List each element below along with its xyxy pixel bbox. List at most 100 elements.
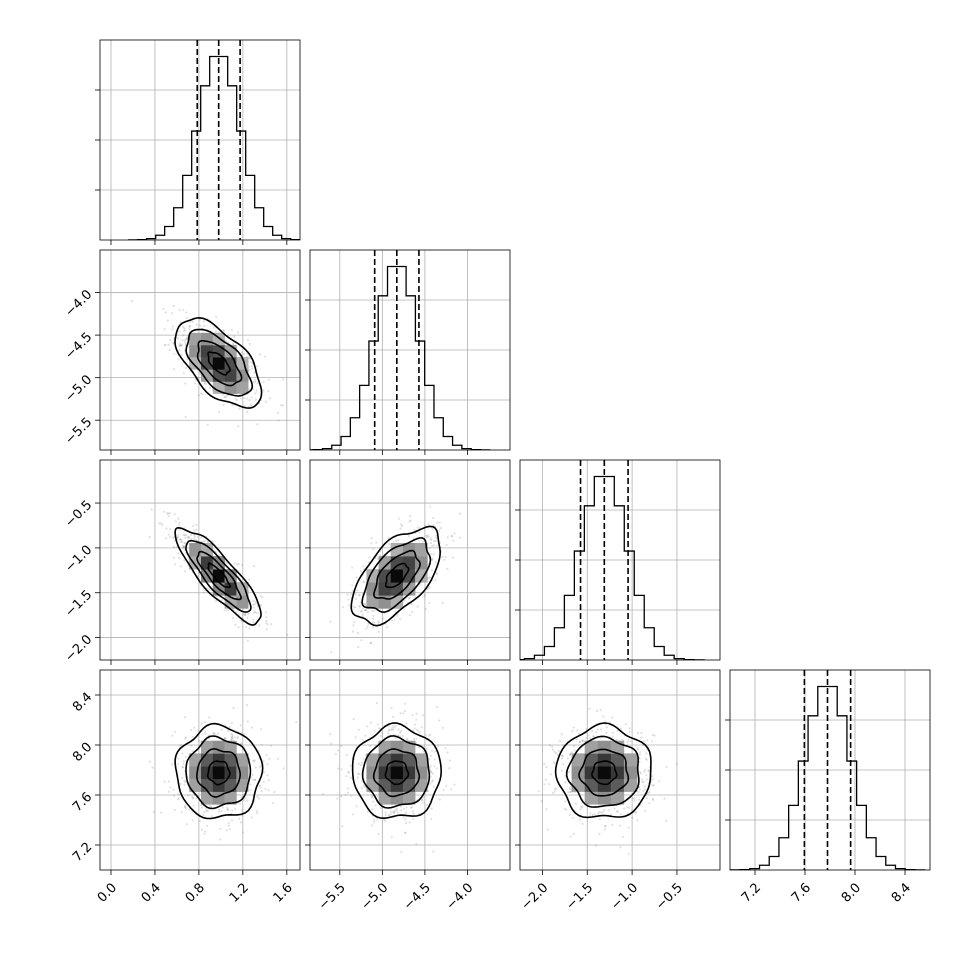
sample-point [191, 750, 194, 753]
density-cell [201, 357, 214, 370]
sample-point [675, 763, 678, 766]
density-cell [378, 778, 392, 792]
sample-point [352, 717, 355, 721]
sample-point [609, 813, 612, 816]
sample-point [184, 542, 187, 545]
sample-point [258, 784, 261, 788]
sample-point [168, 348, 171, 352]
xtick-label-0-1: 0.4 [139, 880, 164, 905]
sample-point [321, 793, 324, 796]
density-cell [610, 766, 625, 780]
sample-point [210, 805, 213, 809]
sample-point [232, 343, 235, 346]
sample-point [600, 811, 603, 814]
sample-point [361, 761, 364, 764]
sample-point [596, 728, 599, 731]
sample-point [152, 811, 155, 814]
sample-point [267, 779, 271, 782]
density-cell [597, 740, 612, 754]
sample-point [346, 593, 349, 596]
panel-content-3-1 [310, 670, 510, 870]
sample-point [236, 737, 239, 740]
density-cell [584, 791, 599, 805]
sample-point [593, 813, 596, 816]
sample-point [643, 788, 647, 791]
sample-point [393, 726, 396, 729]
sample-point [404, 831, 407, 834]
sample-point [268, 757, 271, 761]
density-cell [366, 595, 379, 609]
sample-point [646, 739, 649, 742]
sample-point [225, 829, 228, 832]
sample-point [585, 737, 588, 740]
sample-point [181, 766, 184, 769]
sample-point [254, 601, 257, 604]
sample-point [645, 758, 648, 761]
sample-point [178, 521, 181, 524]
sample-point [176, 536, 179, 539]
sample-point [254, 392, 257, 395]
sample-point [423, 593, 427, 597]
sample-point [186, 535, 189, 538]
sample-point [569, 790, 573, 794]
sample-point [215, 315, 218, 318]
density-cell [224, 766, 237, 780]
sample-point [231, 736, 234, 739]
sample-point [430, 771, 433, 774]
sample-point [208, 386, 212, 389]
sample-point [442, 789, 445, 792]
sample-point [167, 533, 170, 536]
sample-point [255, 389, 258, 392]
panel-content-0-0 [100, 40, 300, 240]
sample-point [451, 556, 454, 559]
sample-point [250, 367, 254, 370]
sample-point [262, 780, 265, 784]
sample-point [359, 601, 362, 604]
sample-point [245, 352, 249, 355]
sample-point [432, 553, 435, 556]
sample-point [246, 720, 249, 723]
sample-point [184, 755, 187, 758]
sample-point [250, 396, 253, 399]
sample-point [603, 828, 606, 831]
sample-point [619, 824, 622, 827]
sample-point [369, 642, 373, 645]
sample-point [371, 808, 374, 811]
sample-point [376, 557, 379, 560]
sample-point [387, 729, 390, 732]
density-cell [378, 569, 392, 583]
sample-point [543, 783, 546, 786]
sample-point [387, 724, 390, 728]
sample-point [389, 810, 393, 813]
sample-point [434, 539, 437, 542]
sample-point [193, 535, 196, 538]
contour-2-0-3 [174, 526, 262, 626]
sample-point [543, 763, 546, 766]
sample-point [252, 600, 255, 603]
sample-point [163, 328, 166, 331]
density-cell [390, 753, 404, 767]
sample-point [388, 728, 391, 731]
xtick-label-3-2: 8.0 [839, 880, 864, 905]
density-cell [390, 595, 404, 609]
xtick-label-2-3: −0.5 [653, 880, 686, 913]
sample-point [166, 511, 169, 515]
density-cell [571, 753, 585, 767]
sample-point [438, 529, 441, 532]
sample-point [169, 339, 172, 342]
sample-point [184, 338, 187, 341]
sample-point [226, 340, 229, 343]
sample-point [432, 516, 435, 520]
sample-point [366, 611, 369, 614]
sample-point [384, 811, 387, 814]
sample-point [574, 802, 578, 805]
sample-point [402, 807, 405, 810]
sample-point [163, 344, 166, 347]
xtick-label-1-2: −4.5 [401, 880, 434, 913]
sample-point [391, 727, 394, 730]
sample-point [374, 804, 377, 807]
sample-point [354, 593, 357, 596]
sample-point [376, 723, 379, 726]
ytick-label-2-3: −0.5 [62, 498, 95, 531]
density-cell [212, 740, 225, 754]
